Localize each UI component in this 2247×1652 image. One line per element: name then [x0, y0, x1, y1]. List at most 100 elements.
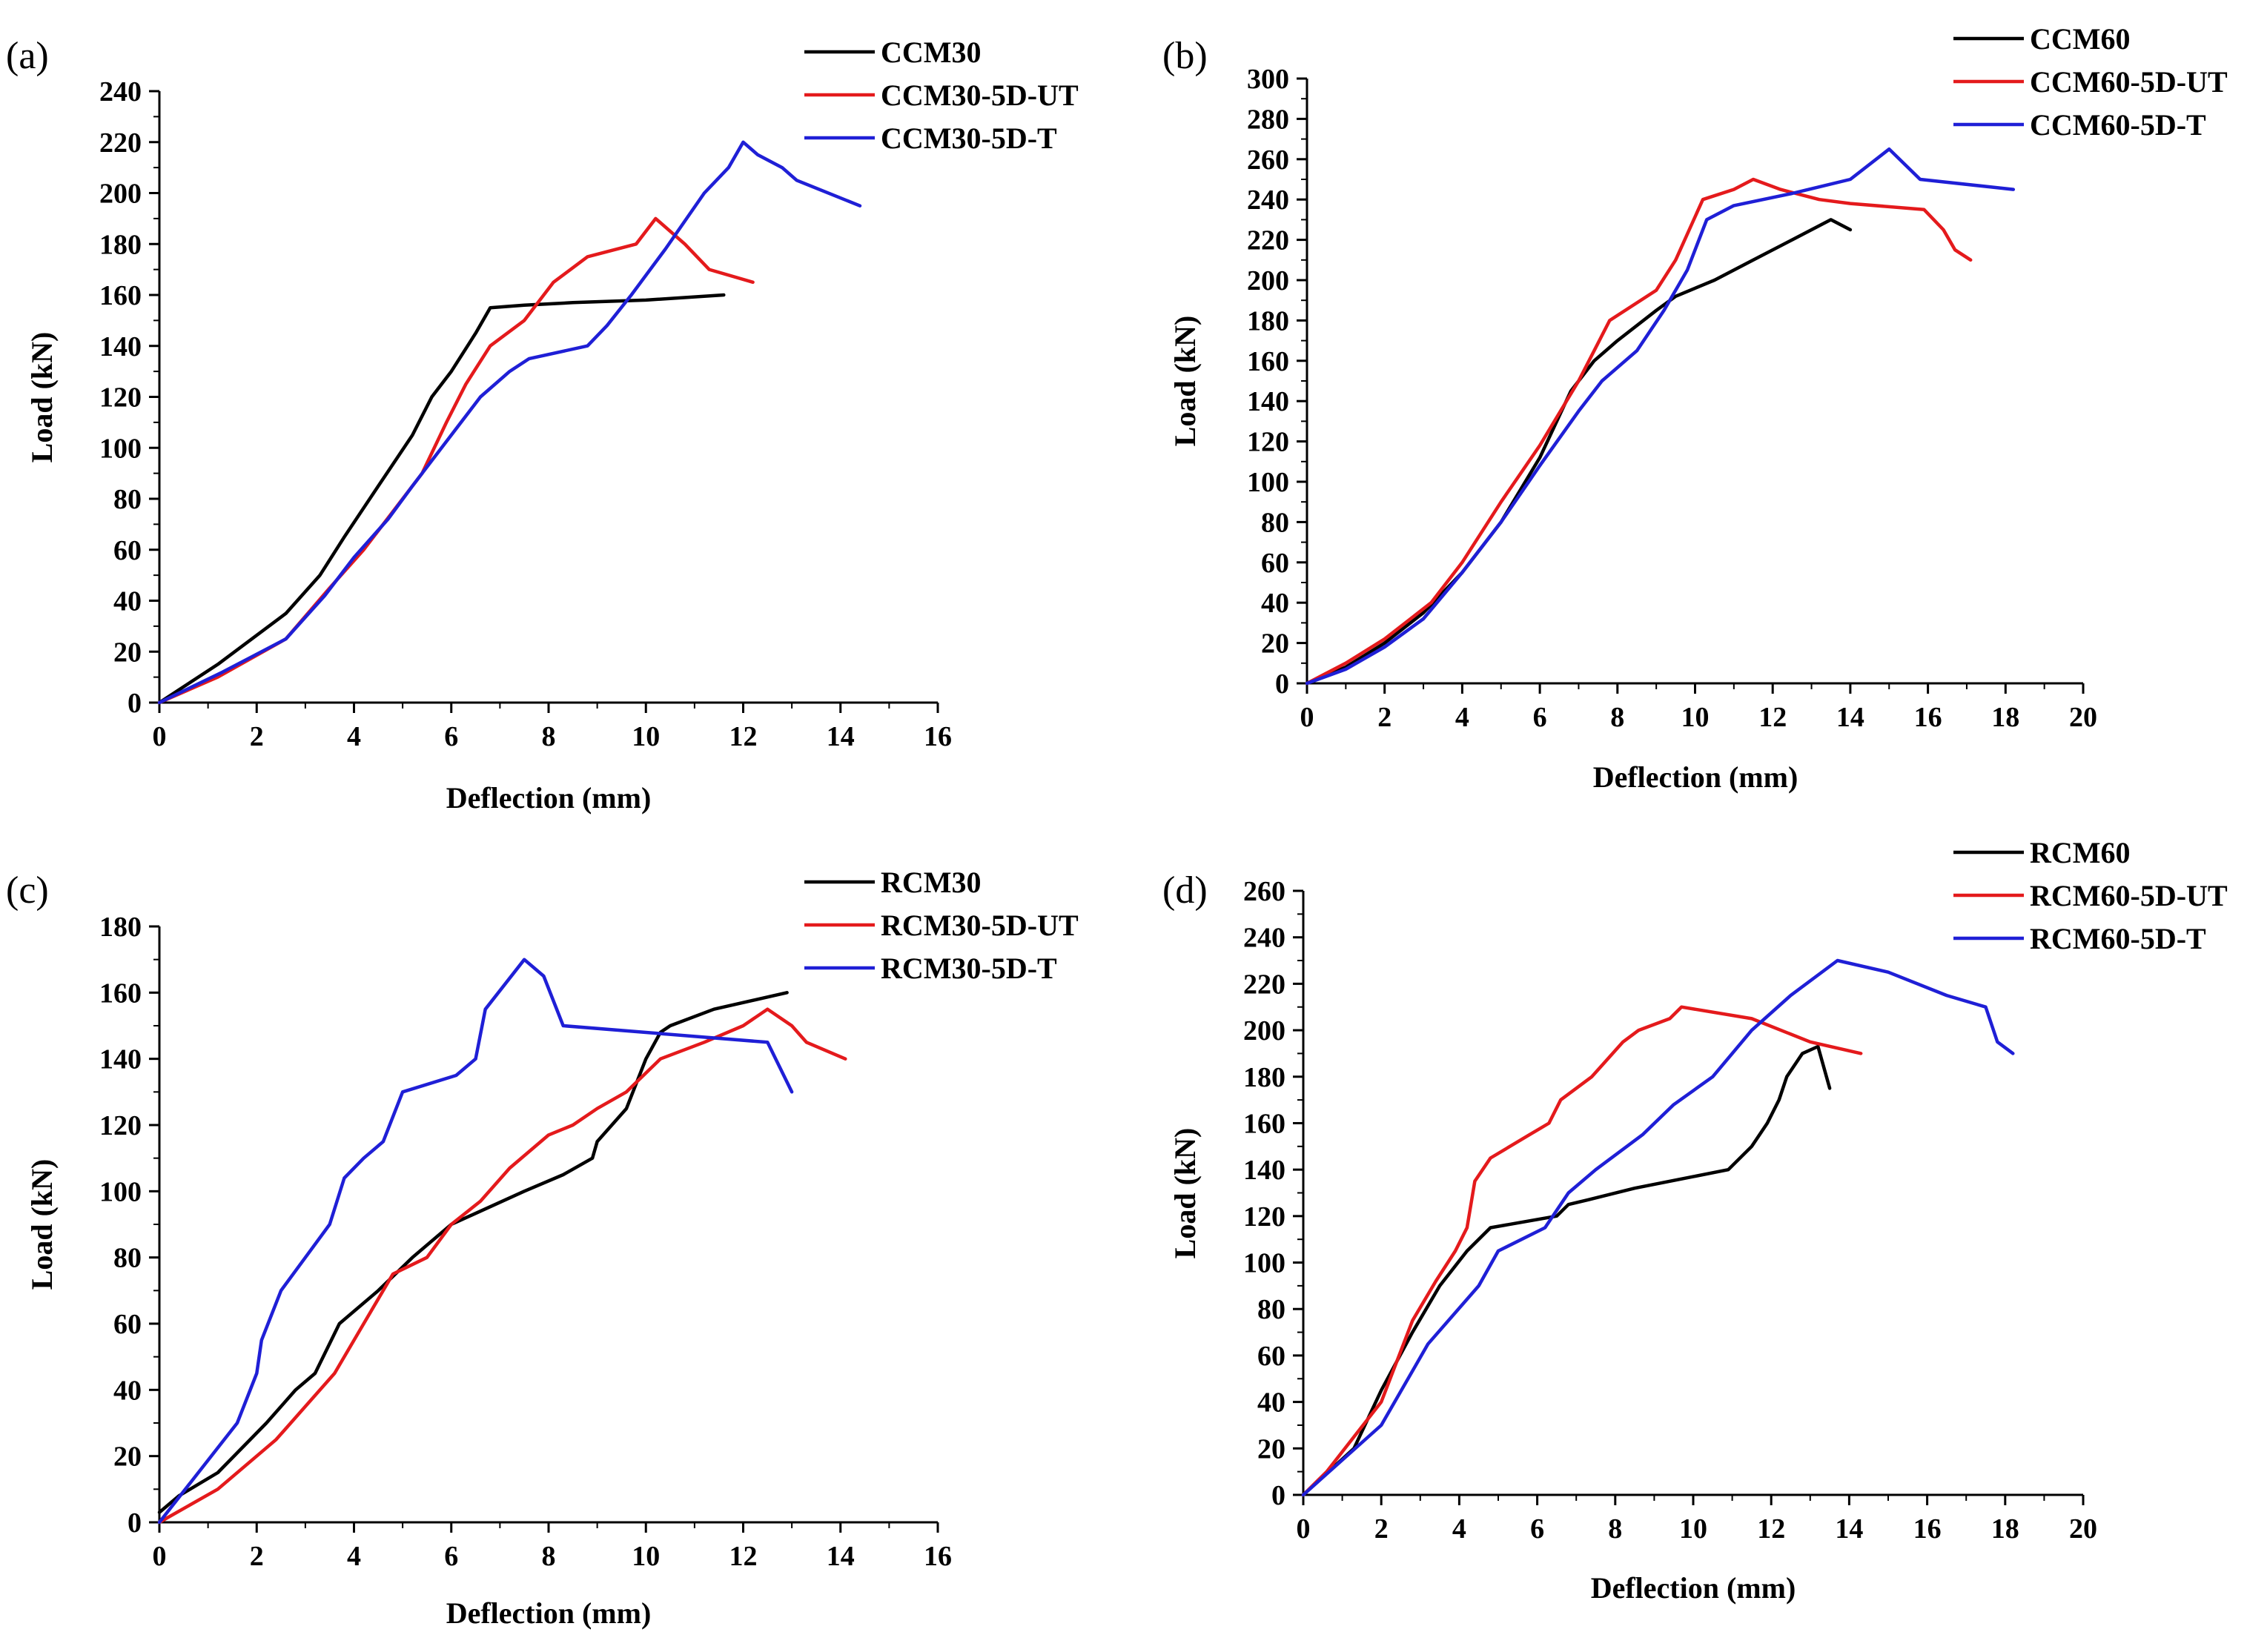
y-tick-label: 160	[99, 280, 142, 311]
x-tick-label: 18	[1991, 1513, 2019, 1545]
x-tick-label: 10	[632, 1541, 660, 1572]
legend-label: CCM60-5D-UT	[2030, 65, 2228, 99]
x-tick-label: 14	[827, 1541, 855, 1572]
y-tick-label: 240	[1243, 923, 1285, 954]
x-tick-label: 6	[444, 721, 458, 752]
x-tick-label: 18	[1991, 702, 2019, 733]
x-axis-title: Deflection (mm)	[1591, 1571, 1796, 1605]
x-tick-label: 8	[1610, 702, 1624, 733]
y-axis-title: Load (kN)	[25, 1159, 59, 1290]
x-tick-label: 12	[729, 721, 758, 752]
y-tick-label: 140	[99, 1044, 142, 1075]
panel-label: (c)	[6, 869, 49, 912]
y-tick-label: 100	[99, 433, 142, 464]
x-tick-label: 0	[1297, 1513, 1311, 1545]
x-tick-label: 14	[1836, 702, 1864, 733]
x-tick-label: 0	[153, 721, 167, 752]
y-tick-label: 100	[1247, 467, 1289, 498]
legend-label: CCM30	[881, 36, 982, 69]
legend: CCM60 CCM60-5D-UT CCM60-5D-T	[1953, 22, 2228, 142]
y-tick-label: 20	[1257, 1433, 1285, 1464]
legend-label: CCM30-5D-UT	[881, 79, 1079, 112]
legend-label: CCM60-5D-T	[2030, 108, 2206, 142]
series-line-ccm60-5d-ut	[1305, 177, 1973, 686]
legend-label: RCM30-5D-UT	[881, 909, 1079, 942]
y-tick-label: 0	[128, 1507, 142, 1539]
series-line-rcm30	[157, 991, 789, 1514]
x-tick-label: 2	[1377, 702, 1391, 733]
y-axis-title: Load (kN)	[25, 332, 59, 463]
series-line-ccm30-5d-ut	[157, 216, 755, 705]
chart-panel-b: (b)0 2 4 6 8 10 12 14 16 18 2002040608010012014016…	[1162, 22, 2228, 794]
x-tick-label: 20	[2069, 1513, 2097, 1545]
y-tick-label: 60	[1261, 548, 1289, 579]
series-line-rcm30-5d-t	[157, 958, 794, 1525]
y-tick-label: 160	[99, 978, 142, 1009]
x-tick-label: 6	[444, 1541, 458, 1572]
y-tick-label: 80	[113, 484, 142, 515]
y-tick-label: 120	[99, 382, 142, 414]
y-tick-label: 140	[99, 331, 142, 362]
y-tick-label: 160	[1243, 1108, 1285, 1139]
x-tick-label: 12	[729, 1541, 758, 1572]
legend-label: RCM30	[881, 866, 982, 899]
chart-panel-a: (a)0 2 4 6 8 10 12 14 16020406080100120140160180…	[6, 35, 1079, 815]
y-tick-label: 0	[1275, 669, 1289, 700]
y-tick-label: 200	[99, 179, 142, 210]
panel-label: (a)	[6, 35, 49, 77]
x-axis-title: Deflection (mm)	[1593, 760, 1798, 794]
series-line-rcm30-5d-ut	[157, 1007, 847, 1525]
x-axis-title: Deflection (mm)	[446, 1596, 652, 1630]
x-tick-label: 2	[1374, 1513, 1389, 1545]
x-tick-label: 10	[632, 721, 660, 752]
y-tick-label: 220	[1247, 225, 1289, 256]
x-tick-label: 4	[1452, 1513, 1466, 1545]
y-tick-label: 120	[99, 1110, 142, 1141]
y-tick-label: 140	[1243, 1155, 1285, 1186]
y-tick-label: 180	[1243, 1062, 1285, 1093]
y-tick-label: 160	[1247, 346, 1289, 377]
chart-panel-c: (c)0 2 4 6 8 10 12 14 16020406080100120140160180…	[6, 866, 1079, 1630]
y-tick-label: 300	[1247, 64, 1289, 95]
y-tick-label: 40	[113, 1375, 142, 1406]
x-tick-label: 12	[1758, 702, 1787, 733]
x-tick-label: 10	[1679, 1513, 1707, 1545]
x-tick-label: 16	[1914, 702, 1942, 733]
y-tick-label: 240	[1247, 185, 1289, 216]
y-tick-label: 40	[113, 586, 142, 617]
x-tick-label: 12	[1757, 1513, 1785, 1545]
y-tick-label: 60	[113, 1309, 142, 1340]
x-tick-label: 0	[1300, 702, 1314, 733]
y-tick-label: 0	[1271, 1480, 1285, 1511]
x-tick-label: 2	[250, 721, 264, 752]
series-line-ccm60	[1305, 218, 1853, 686]
y-tick-label: 200	[1247, 265, 1289, 296]
series-line-ccm30-5d-t	[157, 140, 862, 705]
x-tick-label: 16	[924, 721, 952, 752]
y-tick-label: 80	[1261, 507, 1289, 538]
legend-label: CCM30-5D-T	[881, 122, 1057, 155]
y-tick-label: 240	[99, 76, 142, 107]
x-axis-title: Deflection (mm)	[446, 781, 652, 815]
x-tick-label: 14	[827, 721, 855, 752]
legend-label: RCM60-5D-UT	[2030, 879, 2228, 912]
x-tick-label: 6	[1530, 1513, 1544, 1545]
y-tick-label: 200	[1243, 1015, 1285, 1046]
y-tick-label: 140	[1247, 386, 1289, 417]
legend: RCM30 RCM30-5D-UT RCM30-5D-T	[804, 866, 1079, 985]
y-tick-label: 40	[1257, 1387, 1285, 1419]
legend-label: RCM30-5D-T	[881, 952, 1057, 985]
series-line-rcm60-5d-ut	[1301, 1005, 1863, 1497]
series-line-rcm60	[1301, 1044, 1832, 1497]
y-tick-label: 80	[1257, 1294, 1285, 1325]
y-tick-label: 120	[1247, 427, 1289, 458]
y-tick-label: 0	[128, 688, 142, 719]
x-tick-label: 0	[153, 1541, 167, 1572]
y-tick-label: 100	[1243, 1248, 1285, 1279]
y-tick-label: 80	[113, 1243, 142, 1274]
series-line-ccm30	[157, 293, 726, 705]
legend-label: RCM60	[2030, 836, 2131, 869]
y-tick-label: 100	[99, 1176, 142, 1207]
